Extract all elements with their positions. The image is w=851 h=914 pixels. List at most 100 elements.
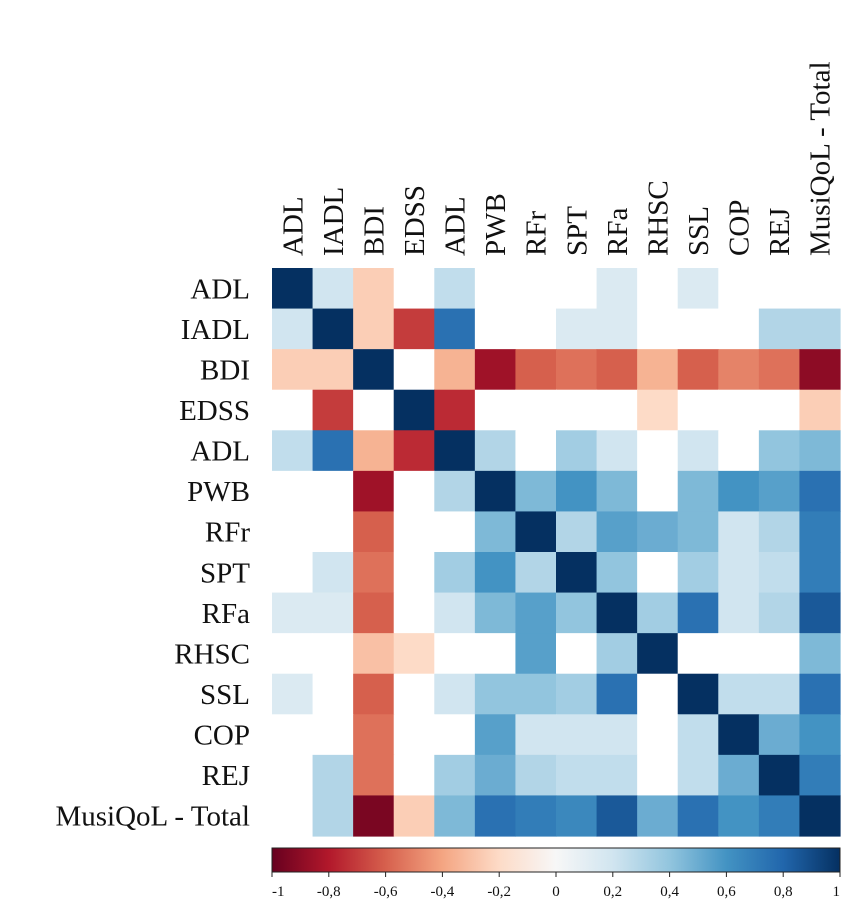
heatmap-cell xyxy=(474,511,517,553)
heatmap-cell xyxy=(272,592,314,634)
heatmap-cell xyxy=(758,430,801,472)
heatmap-cell xyxy=(758,389,801,431)
heatmap-cell xyxy=(556,673,598,715)
heatmap-cell xyxy=(556,592,598,634)
colorbar-tick-label: -1 xyxy=(272,884,285,900)
heatmap-cell xyxy=(677,511,719,553)
heatmap-cell xyxy=(353,308,395,350)
heatmap-cell xyxy=(799,795,841,837)
heatmap-cell xyxy=(637,511,679,553)
heatmap-cell xyxy=(596,349,638,391)
heatmap-cell xyxy=(718,592,760,634)
heatmap-cell xyxy=(393,673,435,715)
heatmap-cell xyxy=(596,308,638,350)
heatmap-cell xyxy=(677,754,719,797)
heatmap-cell xyxy=(596,673,638,715)
heatmap-cell xyxy=(474,268,517,310)
heatmap-cell xyxy=(596,389,638,431)
heatmap-cell xyxy=(272,349,314,391)
row-label: BDI xyxy=(200,354,250,386)
heatmap-cell xyxy=(758,552,801,594)
row-label: ADL xyxy=(190,436,250,468)
heatmap-cell xyxy=(434,268,476,310)
heatmap-cell xyxy=(353,592,395,634)
heatmap-cell xyxy=(353,430,395,472)
heatmap-cell xyxy=(677,633,719,675)
heatmap-cell xyxy=(556,308,598,350)
heatmap-cell xyxy=(272,308,314,350)
row-label: PWB xyxy=(187,476,250,508)
heatmap-cell xyxy=(272,552,314,594)
heatmap-cell xyxy=(799,308,841,350)
colorbar-tick-label: -0,8 xyxy=(317,884,341,900)
row-label: RFr xyxy=(205,517,250,549)
heatmap-cell xyxy=(515,308,557,350)
heatmap-cell xyxy=(312,754,354,797)
heatmap-cell xyxy=(272,754,314,797)
heatmap-cell xyxy=(434,592,476,634)
heatmap-cell xyxy=(799,268,841,310)
heatmap-cell xyxy=(474,592,517,634)
heatmap-cell xyxy=(434,511,476,553)
heatmap-cell xyxy=(474,349,517,391)
heatmap-cell xyxy=(596,430,638,472)
heatmap-cell xyxy=(272,430,314,472)
heatmap-cell xyxy=(353,754,395,797)
heatmap-cell xyxy=(637,308,679,350)
heatmap-cell xyxy=(718,633,760,675)
heatmap-cell xyxy=(272,268,314,310)
heatmap-cell xyxy=(515,389,557,431)
heatmap-cell xyxy=(312,308,354,350)
heatmap-cell xyxy=(434,552,476,594)
heatmap-cell xyxy=(393,308,435,350)
heatmap-cell xyxy=(515,430,557,472)
heatmap-cell xyxy=(474,795,517,837)
heatmap-cell xyxy=(474,430,517,472)
heatmap-cell xyxy=(799,754,841,797)
heatmap-cell xyxy=(434,633,476,675)
heatmap-cell xyxy=(312,511,354,553)
colorbar-tick-labels: -1 -0,8 -0,6 -0,4 -0,2 0 0,2 0,4 0,6 0,8 1 xyxy=(271,872,841,900)
heatmap-cell xyxy=(718,430,760,472)
heatmap-cell xyxy=(677,592,719,634)
heatmap-cell xyxy=(312,470,354,513)
heatmap-cell xyxy=(515,754,557,797)
heatmap-cell xyxy=(596,592,638,634)
row-label: SPT xyxy=(200,557,250,589)
colorbar-tick-label: 0,8 xyxy=(774,884,793,900)
heatmap-cell xyxy=(434,673,476,715)
heatmap-cell xyxy=(799,552,841,594)
heatmap-cell xyxy=(556,633,598,675)
heatmap-cell xyxy=(312,389,354,431)
heatmap-cell xyxy=(556,268,598,310)
heatmap-cell xyxy=(596,754,638,797)
heatmap-cell xyxy=(799,714,841,756)
heatmap-cell xyxy=(637,795,679,837)
heatmap-cell xyxy=(353,673,395,715)
heatmap-cell xyxy=(353,633,395,675)
heatmap-cell xyxy=(312,268,354,310)
heatmap-cell xyxy=(353,552,395,594)
colorbar-tick-label: 0,4 xyxy=(660,884,679,900)
row-labels: ADL IADL BDI EDSS ADL PWB RFr SPT RFa RHSC SSL COP R… xyxy=(55,273,250,832)
column-label: ADL xyxy=(277,196,309,256)
heatmap-cell xyxy=(758,795,801,837)
heatmap-cell xyxy=(758,592,801,634)
heatmap-cell xyxy=(353,268,395,310)
heatmap-cell xyxy=(677,268,719,310)
heatmap-cell xyxy=(434,389,476,431)
heatmap-cell xyxy=(677,349,719,391)
column-label: ADL xyxy=(440,196,472,256)
heatmap-cell xyxy=(718,714,760,756)
column-label: MusiQoL - Total xyxy=(805,61,837,256)
heatmap-cell xyxy=(515,511,557,553)
heatmap-cell xyxy=(718,268,760,310)
colorbar-tick-label: -0,4 xyxy=(431,884,455,900)
heatmap-cell xyxy=(799,389,841,431)
heatmap-cell xyxy=(556,552,598,594)
row-label: REJ xyxy=(202,760,250,792)
heatmap-cell xyxy=(272,714,314,756)
column-labels: ADL IADL BDI EDSS ADL PWB RFr SPT RFa RHSC SSL COP R… xyxy=(277,61,836,256)
heatmap-cell xyxy=(434,349,476,391)
